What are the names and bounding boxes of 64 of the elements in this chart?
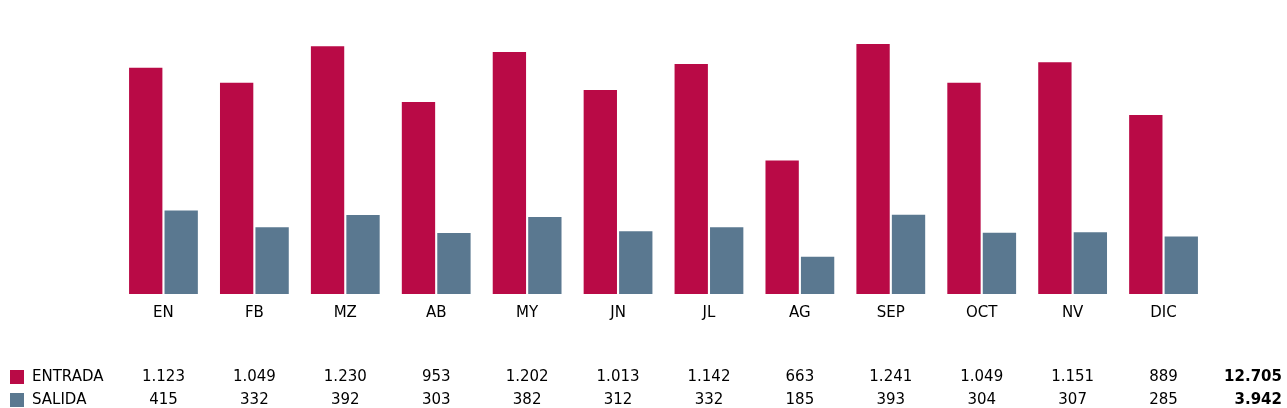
bar	[1164, 236, 1198, 294]
bar	[619, 231, 653, 294]
data-label: 312	[603, 389, 633, 408]
x-tick-label: OCT	[965, 302, 999, 321]
bar	[310, 46, 345, 294]
data-label: 1.123	[141, 366, 185, 385]
data-label: 1.230	[323, 366, 367, 385]
x-tick-label: EN	[153, 302, 174, 321]
data-label: 332	[694, 389, 724, 408]
x-tick-label: MZ	[333, 302, 357, 321]
text: 12.705	[1224, 366, 1282, 385]
bar	[710, 227, 744, 294]
bar	[1073, 232, 1108, 294]
data-label: 382	[512, 389, 542, 408]
bar	[947, 82, 981, 294]
data-label: 415	[149, 389, 178, 408]
x-tick-label: JL	[701, 302, 716, 321]
bar	[856, 44, 890, 294]
bar	[765, 160, 799, 294]
bar	[528, 217, 562, 294]
data-label: 1.049	[960, 366, 1004, 385]
data-label: 332	[240, 389, 269, 408]
x-tick-label: AB	[425, 302, 447, 321]
data-label: 1.142	[687, 366, 731, 385]
bar	[437, 232, 471, 294]
bar	[1129, 114, 1163, 294]
legend-label: SALIDA	[32, 389, 88, 408]
bar	[219, 82, 254, 294]
data-label: 303	[421, 389, 451, 408]
bar	[346, 215, 380, 294]
data-label: 304	[967, 389, 997, 408]
bar	[674, 63, 708, 294]
data-label: 953	[421, 366, 451, 385]
data-label: 889	[1149, 366, 1178, 385]
data-label: 285	[1149, 389, 1178, 408]
bar	[492, 51, 527, 294]
data-label: 1.202	[505, 366, 549, 385]
bar	[401, 102, 436, 294]
x-tick-label: DIC	[1150, 302, 1177, 321]
data-label: 1.151	[1051, 366, 1095, 385]
data-label: 663	[785, 366, 815, 385]
x-tick-label: NV	[1061, 302, 1085, 321]
bar	[129, 67, 163, 294]
bar	[164, 210, 198, 294]
x-tick-label: MY	[516, 302, 540, 321]
x-tick-label: FB	[244, 302, 264, 321]
data-label: 1.049	[232, 366, 276, 385]
bar	[891, 214, 926, 294]
data-label: 1.013	[596, 366, 640, 385]
bar	[255, 227, 289, 294]
text: 3.942	[1234, 389, 1282, 408]
x-tick-label: JN	[609, 302, 626, 321]
data-label: 393	[876, 389, 906, 408]
legend-label: ENTRADA	[32, 366, 105, 385]
bar	[982, 232, 1017, 294]
bar	[583, 89, 617, 294]
bar	[800, 256, 835, 294]
x-tick-label: SEP	[876, 302, 905, 321]
data-label: 392	[330, 389, 360, 408]
data-label: 185	[785, 389, 815, 408]
data-label: 1.241	[869, 366, 913, 385]
bar	[1038, 62, 1072, 294]
data-label: 307	[1058, 389, 1087, 408]
x-tick-label: AG	[789, 302, 811, 321]
